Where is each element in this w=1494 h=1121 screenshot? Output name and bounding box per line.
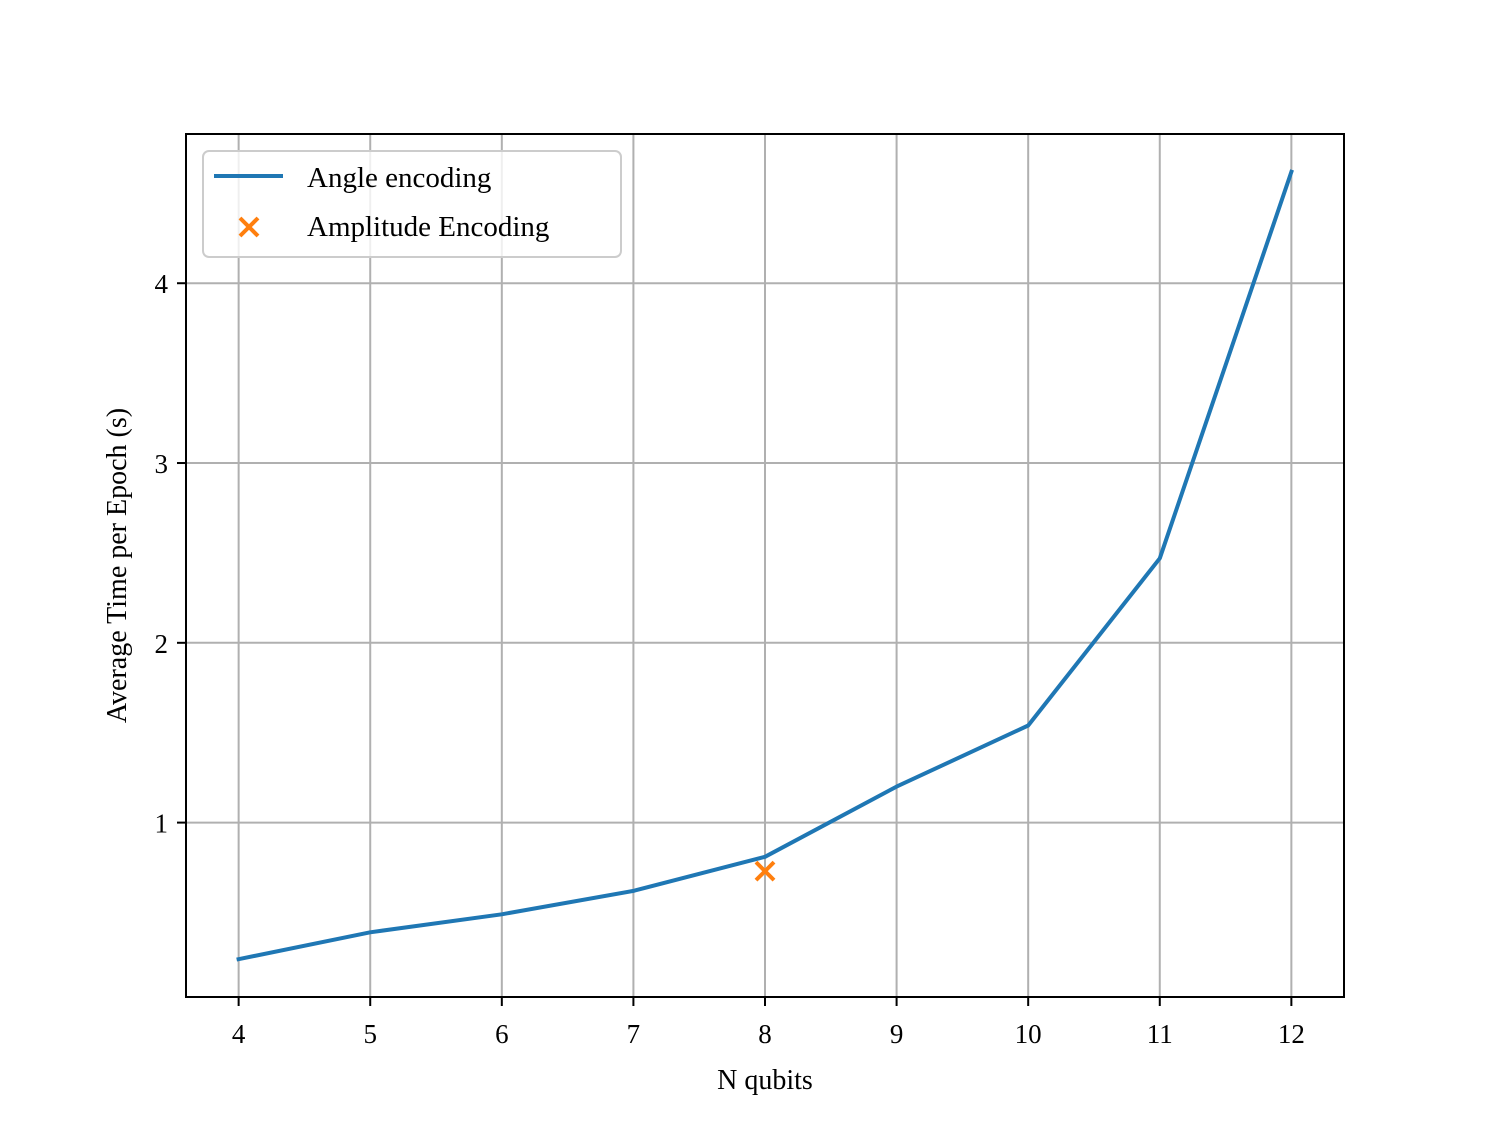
data-point-amplitude-encoding — [754, 860, 776, 882]
legend-x-marker — [238, 216, 260, 238]
y-tick-label: 2 — [155, 629, 169, 659]
legend-marker-sample — [238, 216, 260, 238]
x-tick-label: 7 — [627, 1019, 641, 1049]
y-tick-label: 4 — [155, 269, 169, 299]
legend: Angle encoding Amplitude Encoding — [202, 150, 622, 258]
x-tick-label: 8 — [758, 1019, 772, 1049]
x-tick-label: 9 — [890, 1019, 904, 1049]
x-marker-stroke — [754, 860, 776, 882]
y-axis-title: Average Time per Epoch (s) — [102, 408, 133, 723]
y-tick-label: 3 — [155, 449, 169, 479]
legend-box — [202, 150, 622, 258]
legend-label-angle-encoding: Angle encoding — [307, 162, 491, 194]
y-tick-label: 1 — [155, 809, 169, 839]
series-line-angle-encoding — [236, 169, 1294, 962]
x-marker-stroke — [238, 216, 260, 238]
x-tick-label: 12 — [1278, 1019, 1305, 1049]
legend-label-amplitude-encoding: Amplitude Encoding — [307, 211, 549, 243]
x-tick-label: 11 — [1147, 1019, 1173, 1049]
x-tick-label: 10 — [1015, 1019, 1042, 1049]
grid — [186, 134, 1344, 997]
x-tick-label: 5 — [363, 1019, 377, 1049]
x-tick-label: 6 — [495, 1019, 509, 1049]
x-tick-label: 4 — [232, 1019, 246, 1049]
x-axis-title: N qubits — [717, 1065, 813, 1096]
series-layer — [236, 169, 1294, 962]
